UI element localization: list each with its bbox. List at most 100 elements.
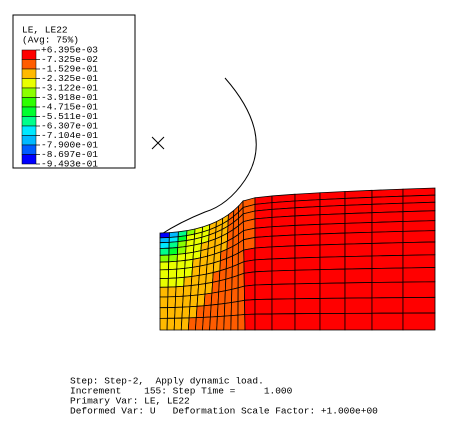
mesh-element	[216, 315, 225, 331]
mesh-element	[254, 298, 273, 315]
mesh-element	[319, 282, 346, 299]
mesh-element	[344, 312, 373, 331]
legend-swatch	[21, 78, 37, 89]
legend-subtitle: (Avg: 75%)	[22, 35, 79, 46]
mesh-element	[271, 215, 296, 228]
mesh-element	[182, 285, 192, 297]
mesh-element	[294, 298, 321, 315]
legend-label: +6.395e-03	[41, 45, 98, 56]
mesh-element	[319, 243, 346, 258]
mesh-element	[223, 315, 232, 331]
legend-swatch	[21, 49, 37, 60]
rigid-surface	[159, 77, 257, 236]
mesh-element	[344, 222, 373, 234]
mesh-element	[182, 295, 192, 308]
legend-label: -7.104e-01	[41, 130, 98, 141]
mesh-element	[371, 221, 404, 233]
mesh-element	[166, 317, 176, 331]
mesh-element	[371, 267, 404, 283]
mesh-element	[224, 288, 233, 304]
mesh-element	[209, 316, 218, 331]
mesh-element	[231, 287, 239, 303]
mesh-element	[254, 226, 273, 238]
mesh-element	[371, 297, 404, 314]
legend-label: -3.918e-01	[41, 92, 98, 103]
footer-line: Deformed Var: U Deformation Scale Factor…	[70, 406, 378, 417]
mesh-element	[191, 265, 201, 277]
mesh-element	[175, 285, 185, 298]
legend-label: -7.325e-02	[41, 54, 98, 65]
mesh-element	[402, 267, 436, 283]
footer-line: Step: Step-2, Apply dynamic load.	[70, 376, 264, 387]
mesh-element	[237, 272, 245, 289]
legend-swatch	[21, 154, 37, 165]
mesh-element	[271, 234, 296, 248]
mesh-element	[195, 305, 205, 319]
mesh-element	[224, 276, 233, 292]
mesh-element	[371, 230, 404, 244]
mesh-element	[344, 212, 373, 224]
mesh-element	[243, 259, 256, 274]
mesh-element	[203, 292, 213, 307]
mesh-element	[159, 317, 168, 331]
mesh-element	[159, 232, 170, 239]
mesh-element	[159, 286, 169, 298]
mesh-element	[167, 286, 177, 298]
mesh-element	[254, 216, 273, 229]
mesh-element	[176, 259, 186, 270]
mesh-element	[271, 245, 296, 260]
mesh-element	[190, 274, 200, 287]
mesh-element	[174, 306, 183, 319]
mesh-element	[402, 254, 436, 269]
legend-label: -8.697e-01	[41, 149, 98, 160]
legend-label: -9.493e-01	[41, 159, 98, 170]
mesh-element	[243, 284, 256, 301]
mesh-element	[344, 282, 373, 299]
legend-label: -5.511e-01	[41, 111, 98, 122]
mesh-element	[183, 266, 193, 278]
mesh-element	[402, 312, 436, 331]
reference-point	[151, 136, 165, 150]
mesh-element	[243, 247, 256, 263]
mesh-element	[202, 316, 211, 331]
mesh-element	[371, 242, 404, 257]
mesh-element	[294, 313, 321, 331]
mesh-element	[371, 281, 404, 299]
mesh-element	[371, 211, 404, 223]
mesh-element	[175, 276, 185, 288]
mesh-element	[230, 301, 239, 317]
mesh-element	[159, 261, 170, 271]
mesh-element	[180, 317, 190, 331]
mesh-element	[254, 313, 273, 331]
mesh-element	[319, 204, 346, 216]
mesh-element	[230, 314, 239, 331]
legend-swatch	[21, 144, 37, 155]
mesh-element	[294, 282, 321, 300]
mesh-element	[167, 268, 178, 279]
mesh-element	[371, 312, 404, 331]
mesh-element	[217, 290, 226, 305]
mesh-element	[294, 244, 321, 259]
mesh-element	[159, 247, 170, 256]
legend: +6.395e-03-7.325e-02-1.529e-01-2.325e-01…	[21, 45, 98, 170]
mesh-element	[294, 214, 321, 226]
legend-swatch	[21, 87, 37, 98]
mesh-element	[223, 302, 232, 317]
legend-label: -2.325e-01	[41, 73, 98, 84]
mesh-element	[188, 305, 198, 319]
legend-swatch	[21, 59, 37, 70]
mesh-element	[176, 253, 187, 262]
mesh-element	[231, 274, 239, 290]
mesh-element	[271, 283, 296, 300]
mesh-element	[244, 313, 256, 331]
footer-line: Primary Var: LE, LE22	[70, 396, 190, 407]
mesh-element	[344, 268, 373, 284]
mesh-element	[294, 233, 321, 247]
mesh-element	[271, 225, 296, 237]
legend-label: -3.122e-01	[41, 83, 98, 94]
mesh-element	[344, 297, 373, 314]
mesh-element	[194, 316, 204, 331]
legend-swatch	[21, 97, 37, 108]
footer-line: Increment 155: Step Time = 1.000	[70, 386, 293, 397]
mesh-element	[181, 306, 191, 319]
